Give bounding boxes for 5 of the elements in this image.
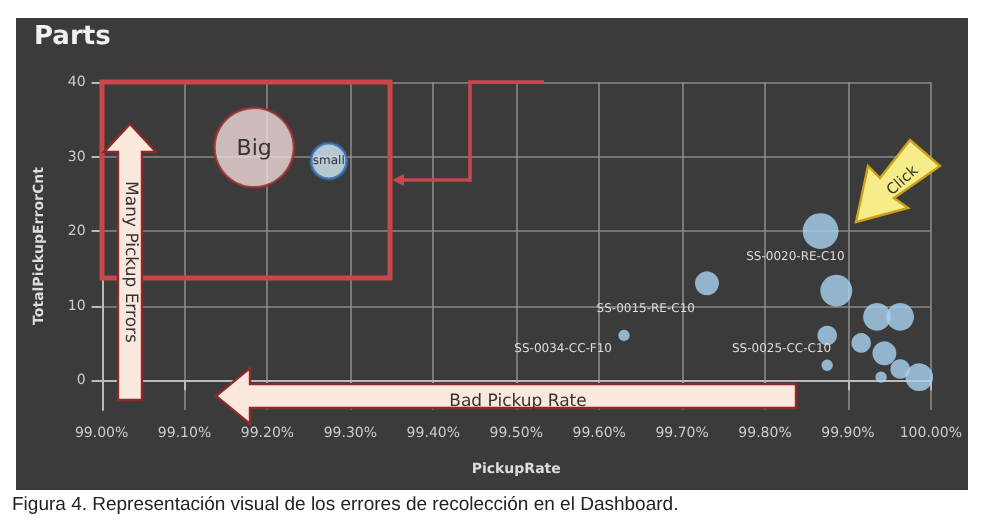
annotation: Many Pickup Errors — [120, 181, 140, 345]
text: Figura 4. Representación visual de los errores de recolección en el Dashboard. — [12, 494, 679, 516]
annotation: Bad Pickup Rate — [449, 392, 587, 412]
chart-title: Parts — [34, 22, 111, 52]
annotation: Big — [236, 134, 272, 161]
